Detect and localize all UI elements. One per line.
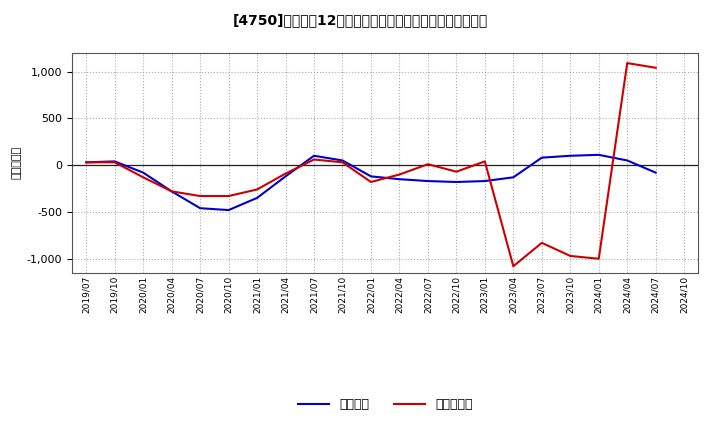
経常利益 [452, 180, 461, 185]
当期純利益 [623, 60, 631, 66]
当期純利益 [253, 187, 261, 192]
当期純利益 [167, 189, 176, 194]
当期純利益 [225, 194, 233, 199]
経常利益 [395, 176, 404, 182]
経常利益 [338, 158, 347, 163]
経常利益 [225, 207, 233, 213]
経常利益 [310, 153, 318, 158]
当期純利益 [338, 160, 347, 165]
当期純利益 [196, 194, 204, 199]
経常利益 [595, 152, 603, 158]
Y-axis label: （百万円）: （百万円） [12, 146, 21, 180]
当期純利益 [423, 161, 432, 167]
経常利益 [282, 174, 290, 179]
経常利益 [139, 170, 148, 175]
当期純利益 [366, 180, 375, 185]
Text: [4750]　利益の12か月移動合計の対前年同期増減額の推移: [4750] 利益の12か月移動合計の対前年同期増減額の推移 [233, 13, 487, 27]
当期純利益 [82, 160, 91, 165]
当期純利益 [395, 172, 404, 177]
経常利益 [82, 160, 91, 165]
当期純利益 [480, 159, 489, 164]
経常利益 [423, 178, 432, 183]
経常利益 [623, 158, 631, 163]
Line: 当期純利益: 当期純利益 [86, 63, 656, 266]
経常利益 [110, 159, 119, 164]
経常利益 [652, 170, 660, 175]
当期純利益 [310, 157, 318, 162]
経常利益 [480, 178, 489, 183]
当期純利益 [595, 256, 603, 261]
当期純利益 [110, 160, 119, 165]
経常利益 [566, 153, 575, 158]
当期純利益 [452, 169, 461, 174]
Legend: 経常利益, 当期純利益: 経常利益, 当期純利益 [293, 393, 477, 416]
当期純利益 [566, 253, 575, 259]
経常利益 [167, 189, 176, 194]
経常利益 [253, 195, 261, 201]
経常利益 [509, 175, 518, 180]
経常利益 [196, 205, 204, 211]
当期純利益 [139, 175, 148, 180]
当期純利益 [537, 240, 546, 246]
経常利益 [366, 174, 375, 179]
経常利益 [537, 155, 546, 160]
当期純利益 [509, 264, 518, 269]
Line: 経常利益: 経常利益 [86, 155, 656, 210]
当期純利益 [282, 171, 290, 176]
当期純利益 [652, 65, 660, 70]
